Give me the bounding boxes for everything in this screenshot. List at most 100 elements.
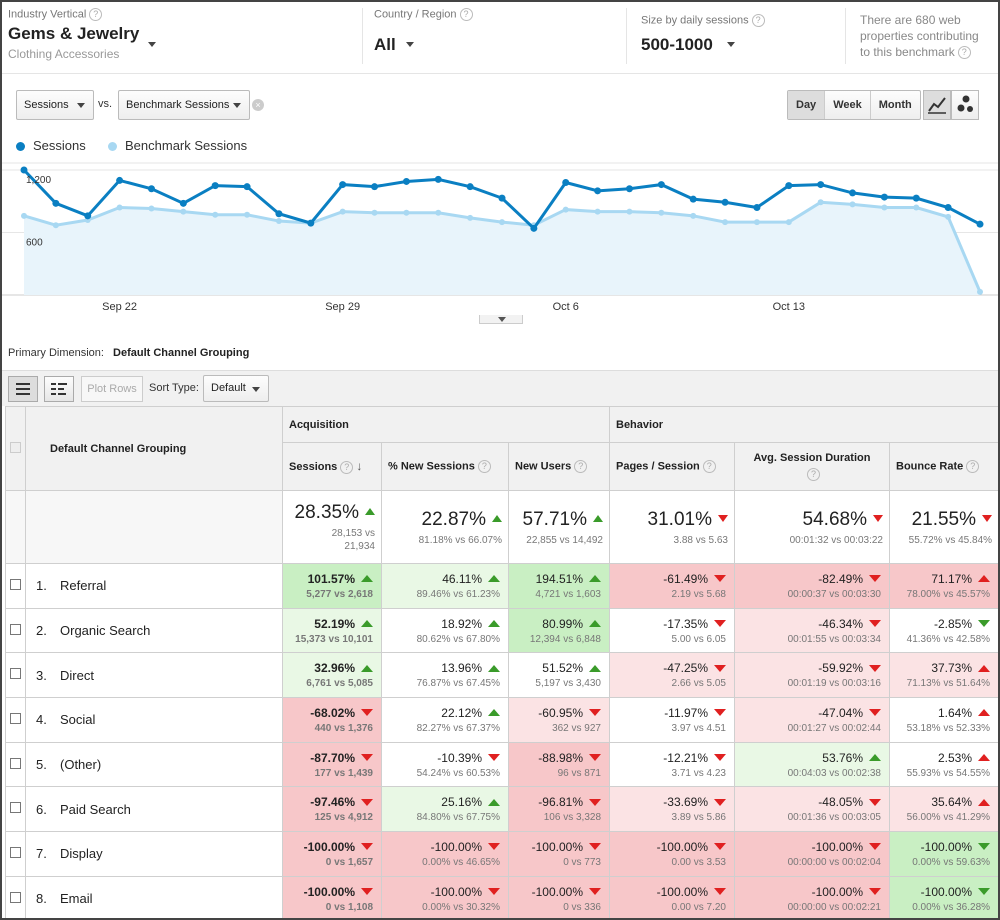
help-icon[interactable]: ? — [340, 460, 354, 474]
dimension-header[interactable]: Default Channel Grouping — [25, 406, 283, 491]
bubble-chart-icon — [957, 95, 973, 112]
comparison-view-button[interactable] — [44, 376, 74, 402]
metric-change: -100.00% — [890, 840, 991, 854]
row-checkbox-cell — [5, 652, 26, 699]
channel-link[interactable]: Referral — [60, 578, 107, 594]
chevron-down-icon[interactable] — [148, 42, 156, 47]
primary-dimension-value[interactable]: Default Channel Grouping — [113, 347, 250, 359]
metric-cell: -82.49% 00:00:37 vs 00:03:30 — [734, 563, 890, 609]
row-checkbox[interactable] — [10, 623, 21, 635]
channel-link[interactable]: Social — [60, 712, 96, 728]
metric-selector[interactable]: Sessions — [16, 90, 94, 120]
arrow-down-icon — [714, 575, 726, 583]
table-view-button[interactable] — [8, 376, 38, 402]
row-checkbox[interactable] — [10, 846, 21, 858]
data-point-benchmark — [435, 209, 442, 216]
sort-type-select[interactable]: Default — [203, 375, 269, 402]
list-icon — [16, 383, 30, 395]
channel-link[interactable]: Display — [60, 846, 103, 862]
arrow-up-icon — [488, 575, 500, 583]
channel-link[interactable]: Paid Search — [60, 801, 131, 817]
data-point-sessions — [880, 193, 888, 201]
col-new-users[interactable]: New Users? — [508, 442, 610, 491]
metric-change: -12.21% — [610, 751, 726, 765]
chart-collapse-handle[interactable] — [479, 315, 523, 324]
table-row[interactable]: 5. (Other) -87.70% 177 vs 1,439 -10.39% 54.24… — [5, 741, 998, 788]
metric-compare: 89.46% vs 61.23% — [416, 588, 500, 600]
metric-cell: -47.25% 2.66 vs 5.05 — [609, 652, 735, 699]
channel-link[interactable]: Organic Search — [60, 623, 151, 639]
help-icon[interactable]: ? — [459, 8, 473, 21]
row-checkbox[interactable] — [10, 668, 21, 680]
table-row[interactable]: 2. Organic Search 52.19% 15,373 vs 10,101 18… — [5, 607, 998, 654]
chevron-down-icon[interactable] — [727, 42, 735, 47]
arrow-up-icon — [488, 619, 500, 627]
metric-compare: 5,197 vs 3,430 — [535, 678, 601, 690]
legend-benchmark[interactable]: Benchmark Sessions — [108, 138, 247, 153]
legend-sessions[interactable]: Sessions — [16, 138, 86, 153]
arrow-up-icon — [589, 664, 601, 672]
help-icon[interactable]: ? — [957, 46, 971, 60]
metric-change: -100.00% — [610, 885, 726, 899]
size-label: Size by daily sessions? — [641, 14, 765, 27]
channel-link[interactable]: Email — [60, 891, 93, 907]
row-checkbox[interactable] — [10, 712, 21, 724]
row-number: 5. — [36, 757, 47, 773]
month-button[interactable]: Month — [869, 91, 920, 119]
help-icon[interactable]: ? — [574, 460, 588, 473]
table-row[interactable]: 3. Direct 32.96% 6,761 vs 5,085 13.96% 76.87%… — [5, 652, 998, 699]
row-checkbox[interactable] — [10, 891, 21, 903]
compare-metric-selector[interactable]: Benchmark Sessions — [118, 90, 250, 120]
channel-link[interactable]: (Other) — [60, 757, 102, 773]
sort-desc-icon[interactable]: ↓ — [356, 459, 363, 474]
col-sessions[interactable]: Sessions? ↓ — [282, 442, 382, 491]
data-point-sessions — [625, 185, 633, 193]
remove-compare-icon[interactable]: × — [252, 99, 264, 111]
data-point-benchmark — [562, 206, 569, 213]
arrow-down-icon — [869, 887, 881, 895]
row-checkbox[interactable] — [10, 802, 21, 814]
col-pages-session[interactable]: Pages / Session? — [609, 442, 735, 491]
data-point-sessions — [530, 224, 538, 232]
arrow-up-icon — [978, 664, 991, 672]
metric-change: 1.64% — [890, 706, 991, 720]
help-icon[interactable]: ? — [807, 468, 820, 481]
col-bounce-rate[interactable]: Bounce Rate? — [888, 442, 998, 491]
row-checkbox[interactable] — [10, 578, 21, 590]
row-checkbox-cell — [5, 831, 26, 877]
arrow-down-icon — [488, 843, 500, 851]
chevron-down-icon[interactable] — [406, 42, 414, 47]
table-row[interactable]: 7. Display -100.00% 0 vs 1,657 -100.00% 0.00%… — [5, 831, 998, 877]
table-row[interactable]: 6. Paid Search -97.46% 125 vs 4,912 25.16% 84… — [5, 786, 998, 833]
help-icon[interactable]: ? — [966, 460, 980, 473]
industry-selector[interactable]: Industry Vertical? Gems & Jewelry Clothi… — [8, 2, 353, 74]
arrow-up-icon — [589, 575, 601, 583]
data-point-sessions — [371, 183, 379, 191]
help-icon[interactable]: ? — [89, 8, 103, 21]
metric-cell: -100.00% 0.00% vs 59.63% — [888, 831, 998, 877]
arrow-down-icon — [488, 753, 500, 761]
table-row[interactable]: 8. Email -100.00% 0 vs 1,108 -100.00% 0.00% v… — [5, 875, 998, 918]
line-chart-button[interactable] — [923, 90, 951, 120]
table-row[interactable]: 4. Social -68.02% 440 vs 1,376 22.12% 82.27% … — [5, 697, 998, 743]
channel-link[interactable]: Direct — [60, 667, 94, 683]
metric-compare: 80.62% vs 67.80% — [416, 633, 500, 645]
motion-chart-button[interactable] — [951, 90, 979, 120]
week-button[interactable]: Week — [824, 91, 870, 119]
select-all-checkbox[interactable] — [10, 441, 21, 453]
plot-rows-button[interactable]: Plot Rows — [81, 376, 143, 402]
x-tick-label: Sep 29 — [325, 301, 360, 313]
help-icon[interactable]: ? — [477, 460, 491, 473]
col-avg-duration[interactable]: Avg. Session Duration? — [734, 442, 890, 491]
day-button[interactable]: Day — [788, 91, 825, 119]
help-icon[interactable]: ? — [702, 460, 716, 473]
col-new-sessions[interactable]: % New Sessions? — [381, 442, 509, 491]
metric-change: -46.34% — [735, 617, 881, 631]
data-point-benchmark — [116, 204, 123, 211]
y-tick-label: 1,200 — [26, 175, 51, 186]
table-row[interactable]: 1. Referral 101.57% 5,277 vs 2,618 46.11% 89.… — [5, 563, 998, 609]
help-icon[interactable]: ? — [751, 14, 765, 27]
size-selector[interactable]: Size by daily sessions? 500-1000 — [641, 2, 831, 74]
row-checkbox[interactable] — [10, 757, 21, 769]
country-selector[interactable]: Country / Region? All — [374, 2, 624, 74]
